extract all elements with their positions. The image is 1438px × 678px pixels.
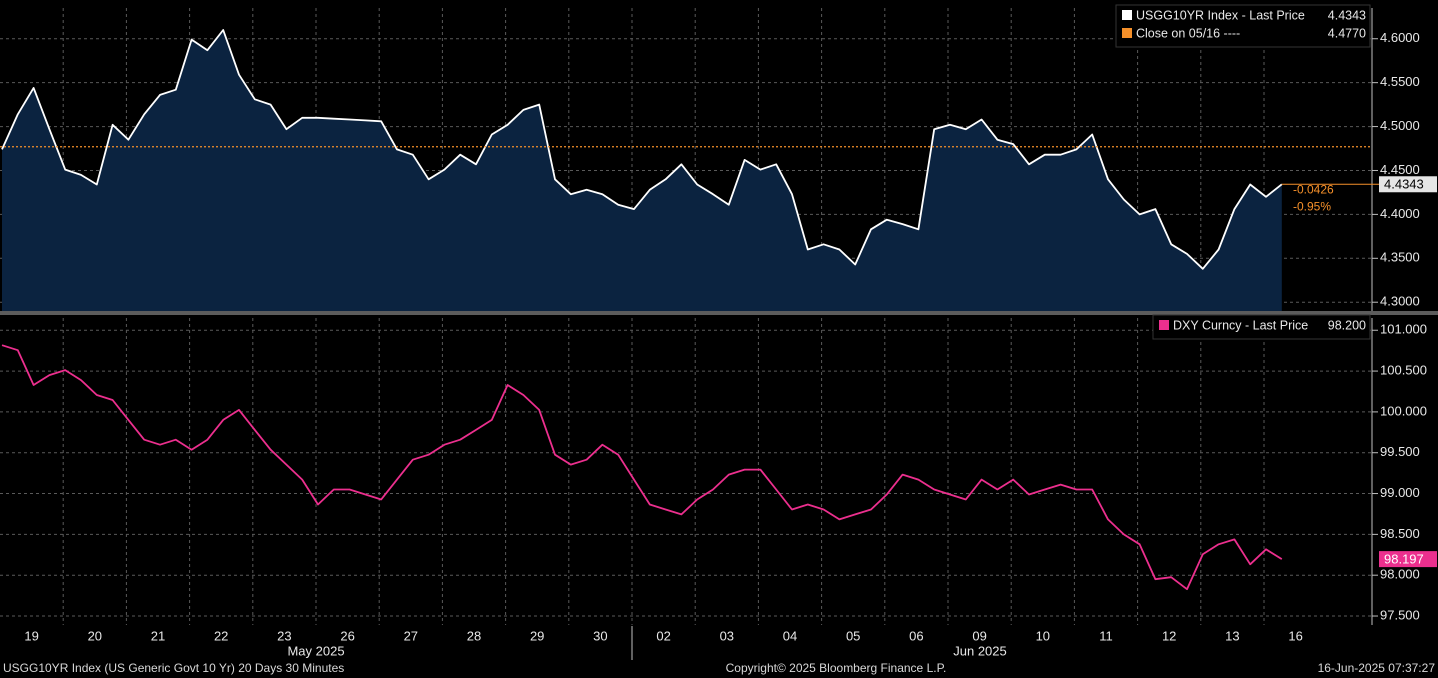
footer-right: 16-Jun-2025 07:37:27	[1318, 661, 1436, 675]
x-tick-label: 02	[656, 628, 670, 643]
last-value-tag	[1379, 551, 1437, 568]
y-tick-label: 4.3500	[1380, 250, 1420, 265]
footer-left: USGG10YR Index (US Generic Govt 10 Yr) 2…	[3, 661, 344, 675]
y-tick-label: 99.500	[1380, 444, 1420, 459]
x-tick-label: 09	[972, 628, 986, 643]
area	[2, 30, 1282, 311]
legend-swatch	[1122, 10, 1132, 20]
legend-value: 4.4770	[1328, 26, 1366, 40]
x-tick-label: 22	[214, 628, 228, 643]
month-label: May 2025	[287, 643, 344, 658]
legend-swatch	[1122, 28, 1132, 38]
last-value-tag	[1379, 176, 1437, 193]
legend-box	[1115, 4, 1371, 48]
x-tick-label: 10	[1036, 628, 1050, 643]
x-tick-label: 11	[1099, 628, 1113, 643]
y-tick-label: 98.000	[1380, 567, 1420, 582]
y-tick-label: 4.5000	[1380, 118, 1420, 133]
line	[1, 29, 1283, 270]
x-tick-label: 03	[720, 628, 734, 643]
panel-separator	[0, 311, 1438, 315]
x-tick-label: 06	[909, 628, 923, 643]
last-value-label: 4.4343	[1384, 177, 1424, 192]
x-tick-label: 28	[467, 628, 481, 643]
x-tick-label: 29	[530, 628, 544, 643]
x-tick-label: 13	[1225, 628, 1239, 643]
legend-value: 4.4343	[1328, 8, 1366, 22]
x-tick-label: 23	[277, 628, 291, 643]
legend-label: USGG10YR Index - Last Price	[1136, 8, 1305, 22]
footer-center: Copyright© 2025 Bloomberg Finance L.P.	[726, 661, 947, 675]
change-pct-label: -0.95%	[1293, 199, 1331, 213]
x-tick-label: 04	[783, 628, 797, 643]
legend-swatch	[1159, 320, 1169, 330]
x-tick-label: 20	[88, 628, 102, 643]
y-tick-label: 98.500	[1380, 526, 1420, 541]
last-value-label: 98.197	[1384, 552, 1424, 567]
x-tick-label: 21	[151, 628, 165, 643]
x-tick-label: 27	[404, 628, 418, 643]
legend-label: Close on 05/16 ----	[1136, 26, 1240, 40]
y-tick-label: 100.500	[1380, 363, 1427, 378]
x-tick-label: 26	[340, 628, 354, 643]
change-label: -0.0426	[1293, 182, 1334, 196]
y-tick-label: 101.000	[1380, 322, 1427, 337]
month-label: Jun 2025	[953, 643, 1007, 658]
x-tick-label: 19	[24, 628, 38, 643]
y-tick-label: 4.3000	[1380, 294, 1420, 309]
line	[1, 344, 1283, 591]
legend-label: DXY Curncy - Last Price	[1173, 318, 1308, 332]
y-tick-label: 4.5500	[1380, 74, 1420, 89]
y-tick-label: 100.000	[1380, 403, 1427, 418]
y-tick-label: 99.000	[1380, 485, 1420, 500]
x-tick-label: 12	[1162, 628, 1176, 643]
x-tick-label: 30	[593, 628, 607, 643]
y-tick-label: 97.500	[1380, 607, 1420, 622]
y-tick-label: 4.4500	[1380, 162, 1420, 177]
x-tick-label: 16	[1288, 628, 1302, 643]
legend-value: 98.200	[1328, 318, 1366, 332]
y-tick-label: 4.4000	[1380, 206, 1420, 221]
y-tick-label: 4.6000	[1380, 30, 1420, 45]
x-tick-label: 05	[846, 628, 860, 643]
legend-box	[1152, 314, 1371, 340]
